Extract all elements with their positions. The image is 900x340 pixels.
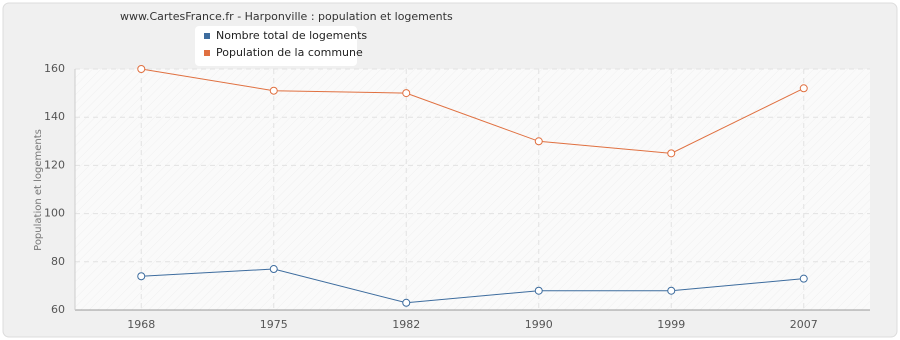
legend-marker [204, 50, 210, 56]
data-point [269, 265, 278, 274]
x-tick-label: 1999 [657, 318, 685, 331]
data-point [799, 84, 808, 93]
data-point [799, 274, 808, 283]
y-tick-label: 60 [51, 303, 65, 316]
y-tick-label: 140 [44, 110, 65, 123]
data-point [667, 286, 676, 295]
data-point [667, 149, 676, 158]
legend-label: Population de la commune [216, 46, 363, 59]
y-tick-label: 120 [44, 158, 65, 171]
chart-title: www.CartesFrance.fr - Harponville : popu… [120, 10, 453, 23]
data-point [402, 89, 411, 98]
legend-box [195, 26, 357, 66]
x-tick-label: 2007 [790, 318, 818, 331]
x-tick-label: 1975 [260, 318, 288, 331]
y-tick-label: 80 [51, 255, 65, 268]
series-line [141, 68, 804, 154]
data-point [402, 298, 411, 307]
series-line [141, 268, 804, 304]
legend-label: Nombre total de logements [216, 29, 367, 42]
y-tick-label: 160 [44, 62, 65, 75]
data-point [137, 272, 146, 281]
data-point [534, 286, 543, 295]
y-tick-label: 100 [44, 207, 65, 220]
plot-area [75, 69, 870, 310]
x-tick-label: 1968 [127, 318, 155, 331]
y-axis-label: Population et logements [33, 129, 44, 251]
data-point [534, 137, 543, 146]
x-tick-label: 1982 [392, 318, 420, 331]
data-point [269, 86, 278, 95]
legend-marker [204, 33, 210, 39]
x-tick-label: 1990 [525, 318, 553, 331]
data-point [137, 65, 146, 73]
